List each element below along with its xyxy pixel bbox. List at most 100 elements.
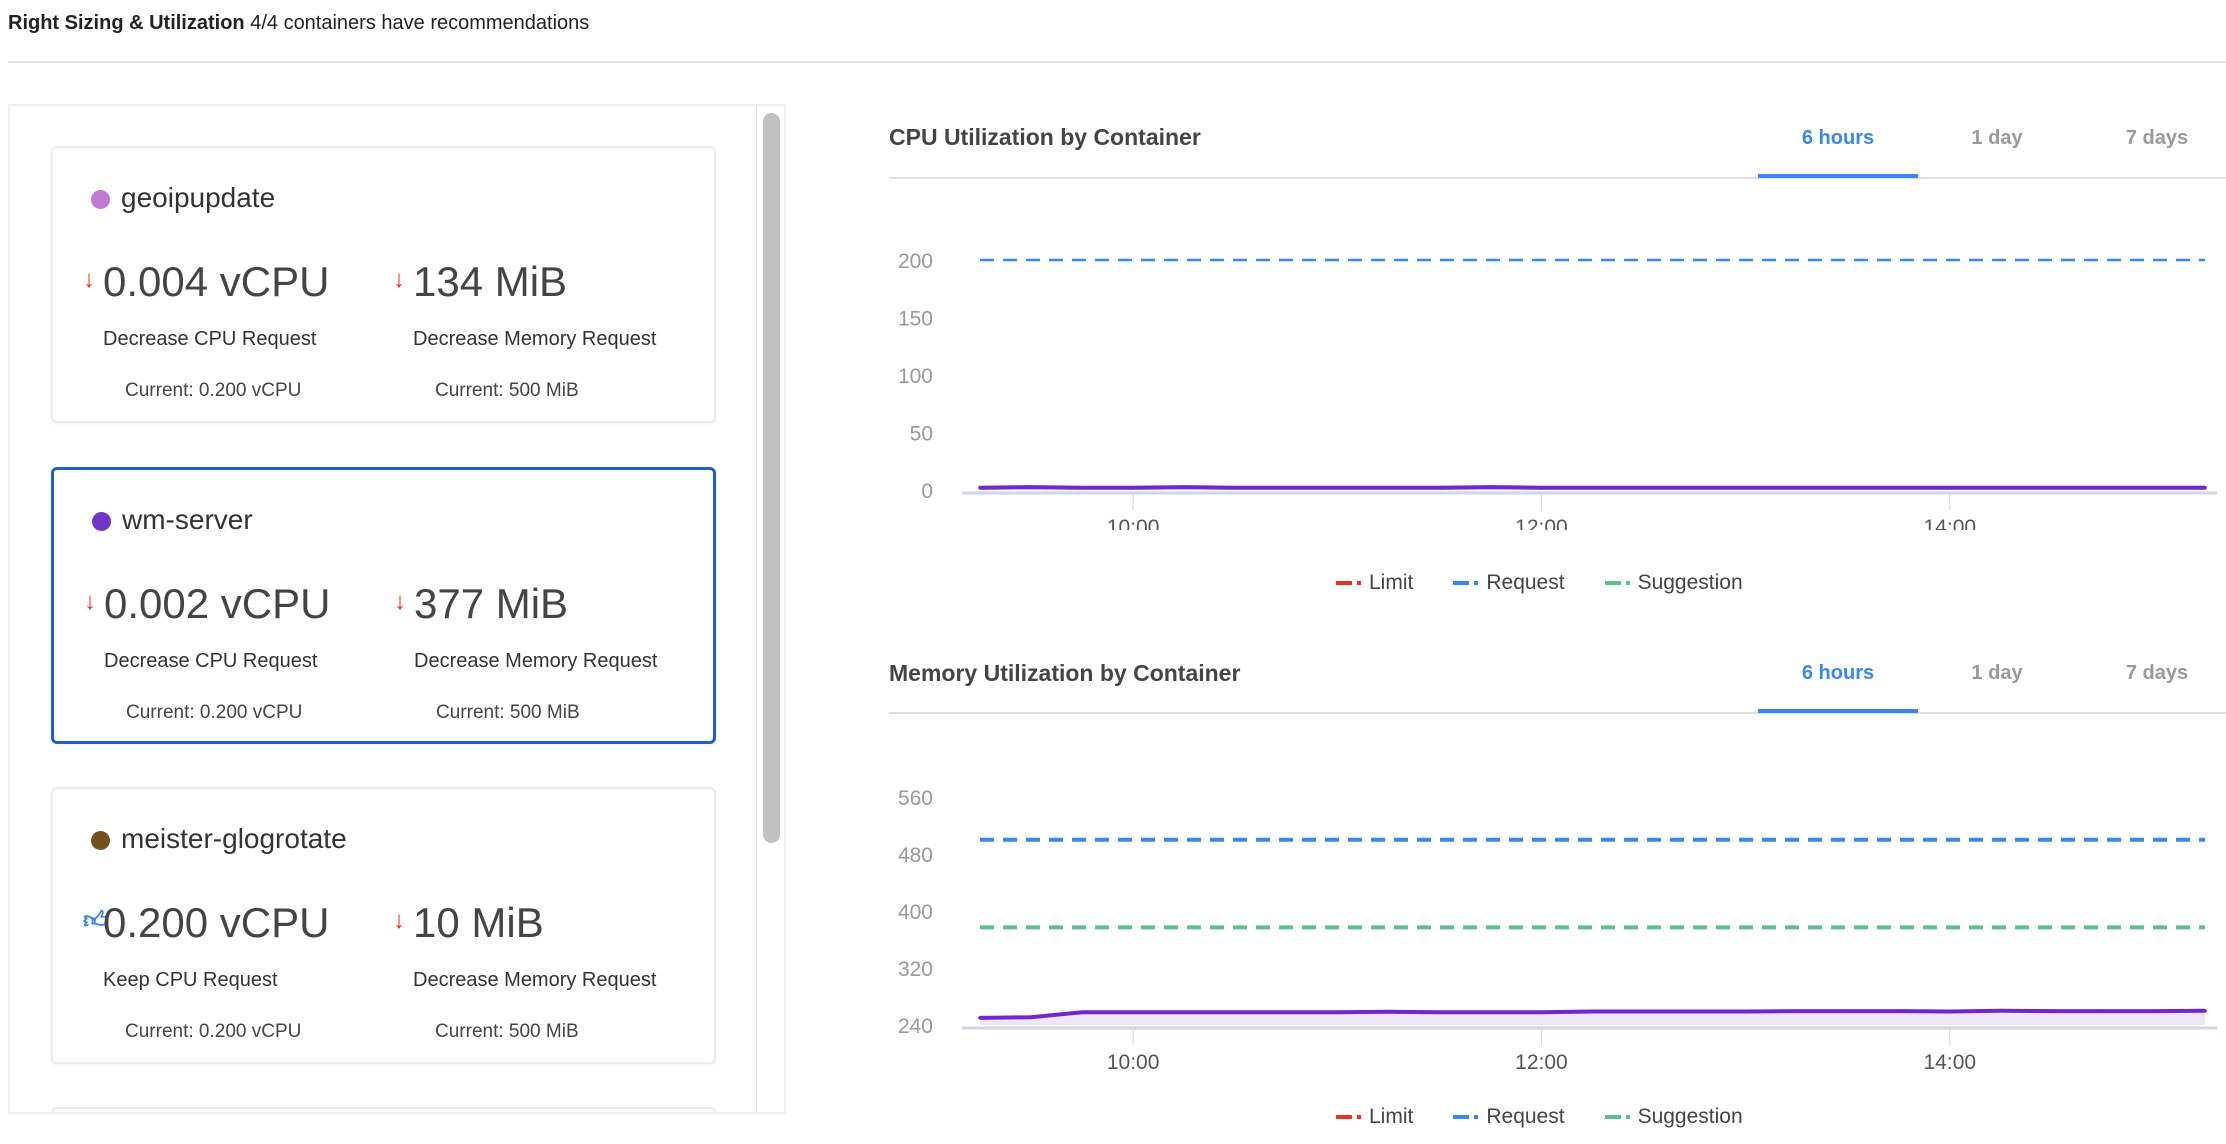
chart-legend: Limit Request Suggestion [1336,570,1743,596]
data-point [1386,1010,1391,1014]
data-point [1692,1009,1697,1014]
y-tick-label: 400 [898,901,933,924]
tab-6-hours[interactable]: 6 hours [1801,662,1875,684]
data-point [1284,1010,1289,1014]
data-point [2152,1009,2156,1013]
legend-label: Limit [1369,1105,1414,1128]
legend-item-limit[interactable]: Limit [1336,570,1413,596]
mem-current-value: Current: 500 MiB [436,702,580,723]
chart-legend: Limit Request Suggestion [1336,1104,1743,1130]
container-name: wm-server [122,504,253,535]
page-header: Right Sizing & Utilization 4/4 container… [8,12,589,35]
data-point [1794,1009,1799,1013]
y-tick-label: 320 [898,958,933,981]
tab-1-day[interactable]: 1 day [1971,127,2023,149]
y-tick-label: 50 [910,423,933,446]
container-card-geoipupdate[interactable]: geoipupdate ↓ 0.004 vCPU Decrease CPU Re… [51,146,716,423]
data-point [1335,1010,1340,1014]
header-divider [8,61,2226,63]
scrollbar[interactable] [756,106,784,1112]
legend-swatch [1604,1115,1630,1119]
active-tab-indicator [1758,174,1918,178]
arrow-down-icon: ↓ [394,588,406,615]
x-tick-label: 14:00 [1924,516,1977,530]
container-card[interactable] [51,1107,716,1112]
mem-action-label: Decrease Memory Request [414,650,658,672]
data-point [1539,1010,1544,1014]
legend-label: Limit [1369,571,1414,594]
legend-label: Request [1486,1105,1565,1128]
container-name: geoipupdate [121,182,276,213]
cpu-current-value: Current: 0.200 vCPU [126,702,303,723]
container-color-dot [91,831,110,850]
scrollbar-thumb[interactable] [763,113,780,843]
mem-recommended-value: 10 MiB [413,899,544,946]
mem-action-label: Decrease Memory Request [413,328,657,350]
legend-label: Request [1486,571,1565,594]
data-point [1896,1009,1901,1013]
data-point [1080,1010,1084,1014]
tab-1-day[interactable]: 1 day [1971,662,2023,684]
arrow-down-icon: ↓ [83,266,95,293]
y-tick-label: 200 [898,250,933,273]
thumbs-up-icon: 👍︎ [83,907,109,934]
active-tab-indicator [1758,709,1918,713]
x-tick-label: 10:00 [1107,1051,1160,1074]
data-point [1947,1009,1952,1014]
legend-item-request[interactable]: Request [1453,1104,1565,1130]
legend-swatch [1453,1115,1479,1119]
cpu-current-value: Current: 0.200 vCPU [125,380,302,401]
data-point [1641,1009,1646,1014]
x-tick-label: 12:00 [1515,1051,1568,1074]
tab-7-days[interactable]: 7 days [2125,127,2189,149]
data-point [1029,1015,1033,1019]
legend-item-limit[interactable]: Limit [1336,1104,1413,1130]
y-tick-label: 240 [898,1015,933,1038]
data-point [1182,1010,1186,1014]
data-point [1386,485,1391,490]
data-point [1794,485,1799,490]
legend-item-suggestion[interactable]: Suggestion [1604,1104,1743,1130]
data-point [2101,485,2105,490]
data-point [1641,485,1646,490]
legend-label: Suggestion [1637,1105,1743,1128]
tab-7-days[interactable]: 7 days [2125,662,2189,684]
data-point [2203,1008,2207,1013]
data-point [1488,1010,1493,1014]
cpu-current-value: Current: 0.200 vCPU [125,1021,302,1042]
data-point [1590,485,1595,490]
legend-item-suggestion[interactable]: Suggestion [1604,570,1743,596]
legend-item-request[interactable]: Request [1453,570,1565,596]
data-point [978,1016,982,1020]
data-point [2101,1009,2105,1013]
tab-6-hours[interactable]: 6 hours [1801,127,1875,149]
data-point [1488,485,1493,489]
container-card-wm-server[interactable]: wm-server ↓ 0.002 vCPU Decrease CPU Requ… [51,467,716,744]
arrow-down-icon: ↓ [84,588,96,615]
chart-plot: 240 320 400 480 560 10:00 12:00 14:00 [898,787,2217,1074]
data-point [1590,1009,1595,1014]
data-point [1743,485,1748,490]
y-tick-label: 560 [898,787,933,810]
container-list-panel: geoipupdate ↓ 0.004 vCPU Decrease CPU Re… [8,104,786,1114]
legend-swatch [1336,581,1361,585]
container-card-meister-glogrotate[interactable]: meister-glogrotate 👍︎ 0.200 vCPU Keep CP… [51,787,716,1064]
cpu-recommended-value: 0.004 vCPU [103,258,330,305]
x-tick-label: 12:00 [1515,516,1568,530]
cpu-recommended-value: 0.002 vCPU [104,580,331,627]
data-point [1845,1009,1850,1013]
mem-current-value: Current: 500 MiB [435,380,579,401]
data-point [1029,485,1033,489]
data-point [1999,485,2003,490]
mem-recommended-value: 134 MiB [413,258,568,305]
page-subtitle: 4/4 containers have recommendations [250,12,590,34]
data-point [1284,485,1289,490]
mem-action-label: Decrease Memory Request [413,969,657,991]
container-color-dot [91,190,110,209]
data-point [1233,1010,1238,1014]
data-point [2050,1009,2054,1013]
data-point [2050,485,2054,490]
data-point [1131,1010,1135,1014]
chart-plot: 0 50 100 150 200 10:00 12:00 14:00 [898,250,2217,530]
